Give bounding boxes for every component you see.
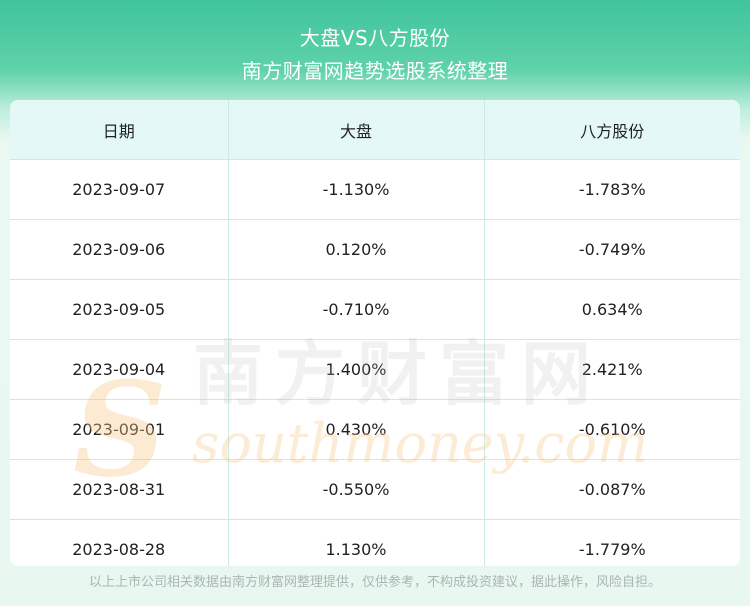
column-header-stock: 八方股份 — [484, 100, 740, 160]
page-subtitle: 南方财富网趋势选股系统整理 — [241, 59, 509, 83]
page-title: 大盘VS八方股份 — [299, 26, 451, 50]
date-cell: 2023-09-06 — [10, 219, 229, 280]
market-change-cell: -0.710% — [228, 279, 485, 340]
table-row: 2023-09-04 1.400% 2.421% — [10, 339, 740, 400]
stock-change-cell: -0.087% — [484, 459, 740, 520]
date-cell: 2023-08-31 — [10, 459, 229, 520]
table-row: 2023-08-28 1.130% -1.779% — [10, 519, 740, 566]
date-cell: 2023-08-28 — [10, 519, 229, 566]
page-header: 大盘VS八方股份 南方财富网趋势选股系统整理 — [0, 0, 750, 96]
stock-change-cell: -0.610% — [484, 399, 740, 460]
date-cell: 2023-09-01 — [10, 399, 229, 460]
table-row: 2023-09-07 -1.130% -1.783% — [10, 159, 740, 220]
table-header-row: 日期 大盘 八方股份 — [10, 100, 740, 160]
market-change-cell: 1.130% — [228, 519, 485, 566]
table-row: 2023-09-06 0.120% -0.749% — [10, 219, 740, 280]
table-row: 2023-08-31 -0.550% -0.087% — [10, 459, 740, 520]
stock-change-cell: 0.634% — [484, 279, 740, 340]
table-row: 2023-09-01 0.430% -0.610% — [10, 399, 740, 460]
column-header-market: 大盘 — [228, 100, 485, 160]
date-cell: 2023-09-04 — [10, 339, 229, 400]
stock-change-cell: -1.783% — [484, 159, 740, 220]
date-cell: 2023-09-05 — [10, 279, 229, 340]
date-cell: 2023-09-07 — [10, 159, 229, 220]
comparison-table: 日期 大盘 八方股份 2023-09-07 -1.130% -1.783% 20… — [10, 100, 740, 566]
stock-change-cell: -0.749% — [484, 219, 740, 280]
column-header-date: 日期 — [10, 100, 229, 160]
stock-change-cell: -1.779% — [578, 540, 646, 559]
comparison-table-card: 日期 大盘 八方股份 2023-09-07 -1.130% -1.783% 20… — [10, 100, 740, 566]
market-change-cell: 1.400% — [228, 339, 485, 400]
market-change-cell: 0.430% — [228, 399, 485, 460]
stock-change-cell: 2.421% — [484, 339, 740, 400]
table-row: 2023-09-05 -0.710% 0.634% — [10, 279, 740, 340]
market-change-cell: -1.130% — [228, 159, 485, 220]
disclaimer-footer: 以上上市公司相关数据由南方财富网整理提供，仅供参考，不构成投资建议，据此操作，风… — [88, 575, 661, 590]
market-change-cell: -0.550% — [228, 459, 485, 520]
market-change-cell: 0.120% — [228, 219, 485, 280]
